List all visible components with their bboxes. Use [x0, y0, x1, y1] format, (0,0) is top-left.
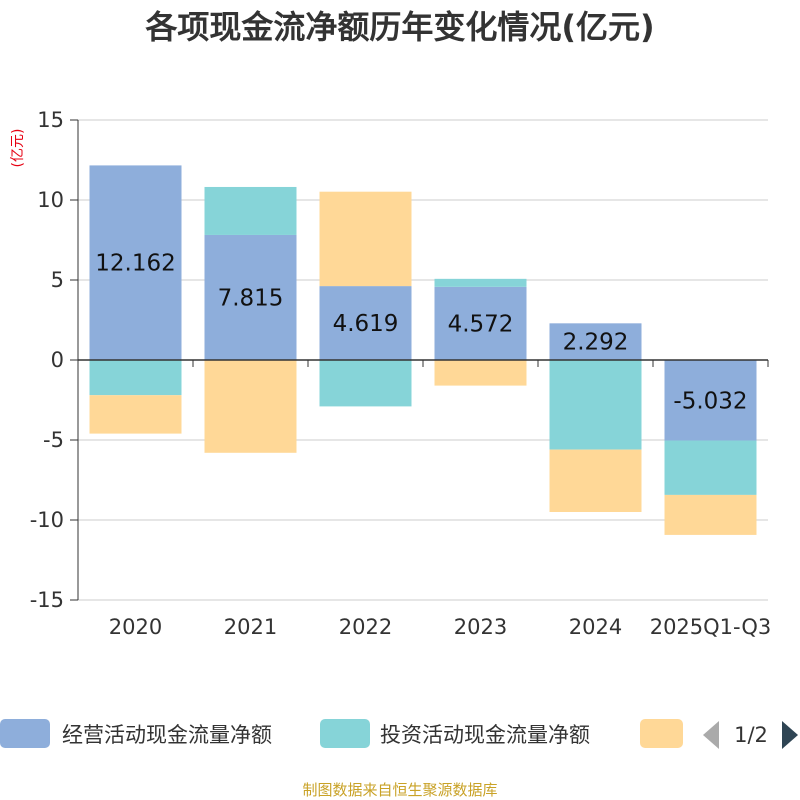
data-label: -5.032: [673, 388, 747, 414]
bar-segment-1-3[interactable]: [434, 278, 527, 287]
bar-segment-0-5[interactable]: [664, 360, 757, 441]
legend-swatch-operating[interactable]: [0, 719, 50, 748]
bar-segment-0-1[interactable]: [204, 234, 297, 360]
y-tick-label: 15: [37, 108, 64, 132]
bar-segment-1-4[interactable]: [549, 360, 642, 450]
data-label: 4.572: [448, 311, 514, 337]
bar-segment-2-1[interactable]: [204, 360, 297, 453]
data-label: 7.815: [218, 285, 284, 311]
legend-next-page-icon[interactable]: [782, 721, 798, 749]
legend-swatch-financing[interactable]: [640, 719, 683, 748]
bar-segment-1-2[interactable]: [319, 360, 412, 407]
bar-segment-0-2[interactable]: [319, 286, 412, 360]
data-label: 2.292: [563, 330, 629, 356]
bar-segment-2-3[interactable]: [434, 360, 527, 386]
axes: 15 10 5 0 -5 -10 -15 2020 2021 2022 2023 2024 2025Q1…: [30, 108, 772, 639]
data-labels: 12.162 7.815 4.619 4.572 2.292 -5.032: [95, 251, 747, 415]
chart-title: 各项现金流净额历年变化情况(亿元): [145, 8, 654, 46]
bar-segment-1-1[interactable]: [204, 186, 297, 235]
y-tick-label: -10: [30, 508, 64, 532]
y-axis-unit: (亿元): [10, 129, 26, 168]
legend: 经营活动现金流量净额 投资活动现金流量净额 1/2: [0, 719, 798, 749]
bars: [89, 165, 757, 535]
x-tick-label: 2022: [339, 615, 392, 639]
x-tick-label: 2024: [569, 615, 622, 639]
legend-prev-page-icon[interactable]: [703, 721, 719, 749]
data-label: 4.619: [333, 311, 399, 337]
bar-segment-1-5[interactable]: [664, 440, 757, 495]
bar-segment-0-0[interactable]: [89, 165, 182, 360]
bar-segment-0-4[interactable]: [549, 323, 642, 360]
bar-segment-2-0[interactable]: [89, 395, 182, 434]
data-source: 制图数据来自恒生聚源数据库: [302, 781, 497, 799]
legend-swatch-investing[interactable]: [320, 719, 370, 748]
bar-segment-2-5[interactable]: [664, 494, 757, 535]
legend-label-operating[interactable]: 经营活动现金流量净额: [62, 723, 272, 747]
data-label: 12.162: [95, 251, 175, 277]
bar-segment-1-0[interactable]: [89, 360, 182, 396]
x-tick-label: 2021: [224, 615, 277, 639]
legend-label-investing[interactable]: 投资活动现金流量净额: [380, 723, 590, 747]
y-tick-label: -5: [43, 428, 64, 452]
bar-segment-0-3[interactable]: [434, 286, 527, 360]
y-tick-label: 0: [51, 348, 64, 372]
legend-page-indicator: 1/2: [734, 723, 768, 747]
bar-segment-2-2[interactable]: [319, 191, 412, 287]
x-tick-label: 2023: [454, 615, 507, 639]
x-tick-label: 2025Q1-Q3: [650, 615, 772, 639]
x-tick-label: 2020: [109, 615, 162, 639]
bar-segment-2-4[interactable]: [549, 449, 642, 512]
y-tick-label: 5: [51, 268, 64, 292]
y-tick-label: -15: [30, 588, 64, 612]
y-tick-label: 10: [37, 188, 64, 212]
